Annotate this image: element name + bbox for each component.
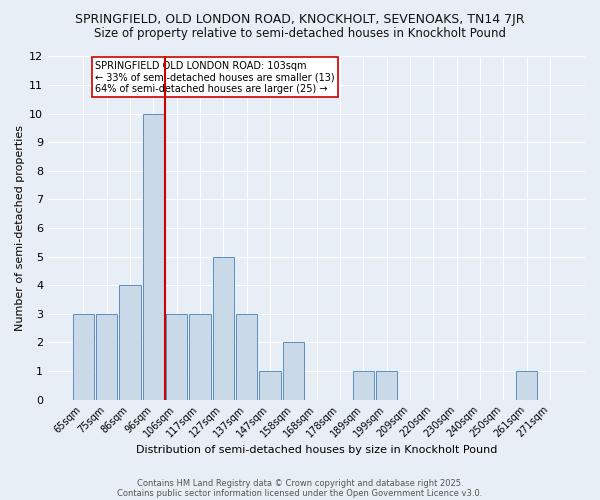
Text: SPRINGFIELD, OLD LONDON ROAD, KNOCKHOLT, SEVENOAKS, TN14 7JR: SPRINGFIELD, OLD LONDON ROAD, KNOCKHOLT,… (75, 12, 525, 26)
Bar (283, 342, 304, 400)
Bar (259, 371, 281, 400)
Bar (119, 286, 140, 400)
Text: SPRINGFIELD OLD LONDON ROAD: 103sqm
← 33% of semi-detached houses are smaller (1: SPRINGFIELD OLD LONDON ROAD: 103sqm ← 33… (95, 61, 335, 94)
Text: Size of property relative to semi-detached houses in Knockholt Pound: Size of property relative to semi-detach… (94, 28, 506, 40)
Bar (353, 371, 374, 400)
Text: Contains HM Land Registry data © Crown copyright and database right 2025.: Contains HM Land Registry data © Crown c… (137, 478, 463, 488)
Bar (189, 314, 211, 400)
Bar (96, 314, 118, 400)
Bar (236, 314, 257, 400)
Y-axis label: Number of semi-detached properties: Number of semi-detached properties (15, 125, 25, 331)
Bar (516, 371, 537, 400)
Bar (143, 114, 164, 400)
X-axis label: Distribution of semi-detached houses by size in Knockholt Pound: Distribution of semi-detached houses by … (136, 445, 497, 455)
Bar (376, 371, 397, 400)
Bar (73, 314, 94, 400)
Bar (166, 314, 187, 400)
Bar (212, 256, 234, 400)
Text: Contains public sector information licensed under the Open Government Licence v3: Contains public sector information licen… (118, 488, 482, 498)
